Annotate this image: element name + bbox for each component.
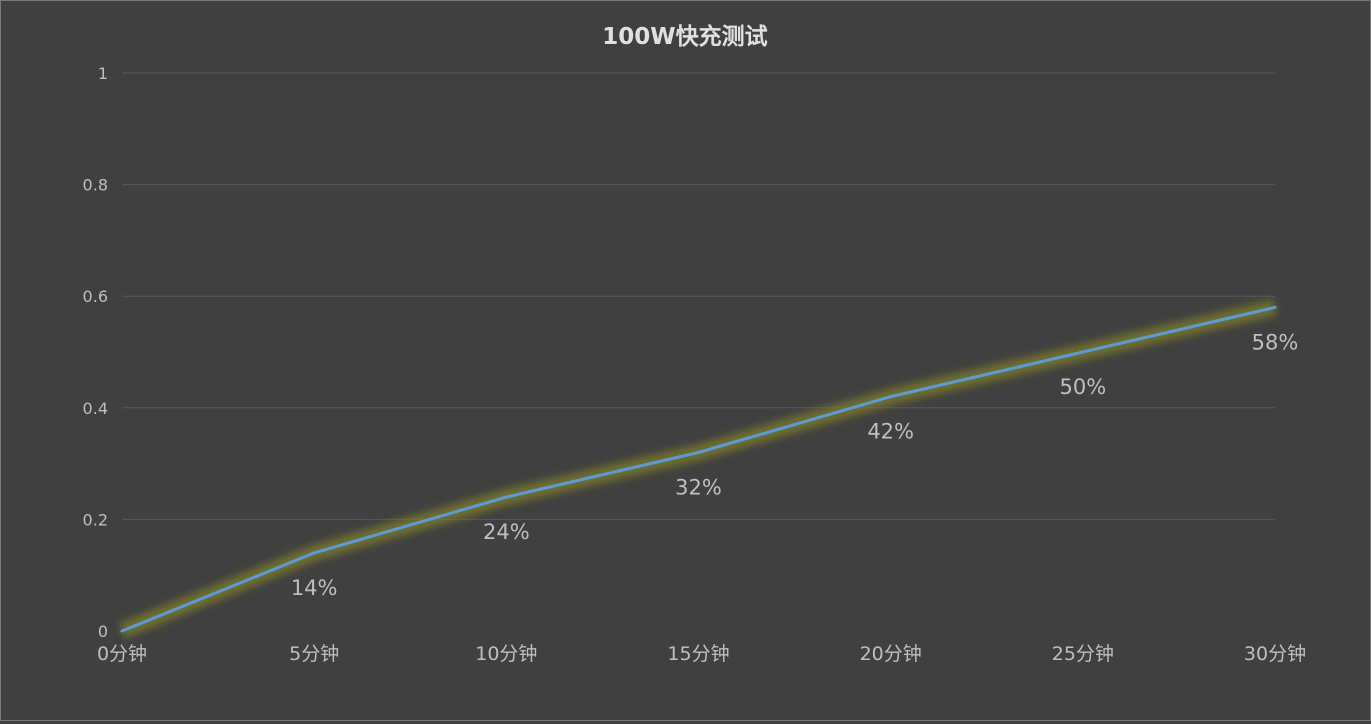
chart-title: 100W快充测试 <box>602 23 767 50</box>
data-label: 42% <box>867 420 914 444</box>
x-tick-label: 10分钟 <box>475 643 537 665</box>
y-tick-label: 0.6 <box>83 287 108 306</box>
data-point <box>1273 305 1277 309</box>
data-label: 24% <box>483 520 530 544</box>
data-label: 32% <box>675 475 722 499</box>
data-point <box>889 395 893 399</box>
y-tick-label: 0.4 <box>83 399 108 418</box>
x-tick-label: 25分钟 <box>1052 643 1114 665</box>
data-label: 58% <box>1252 330 1299 354</box>
x-tick-label: 0分钟 <box>97 643 147 665</box>
data-point <box>312 551 316 555</box>
data-point <box>504 495 508 499</box>
data-point <box>1081 350 1085 354</box>
y-tick-label: 0 <box>98 622 108 641</box>
data-point <box>120 629 124 633</box>
y-tick-label: 1 <box>98 64 108 83</box>
data-point <box>697 450 700 454</box>
x-tick-label: 30分钟 <box>1244 643 1306 665</box>
y-tick-label: 0.2 <box>83 510 108 529</box>
data-label: 14% <box>291 576 338 600</box>
y-tick-label: 0.8 <box>83 176 108 195</box>
x-tick-label: 5分钟 <box>289 643 339 665</box>
x-tick-label: 20分钟 <box>860 643 922 665</box>
x-tick-label: 15分钟 <box>667 643 729 665</box>
data-label: 50% <box>1059 375 1106 399</box>
